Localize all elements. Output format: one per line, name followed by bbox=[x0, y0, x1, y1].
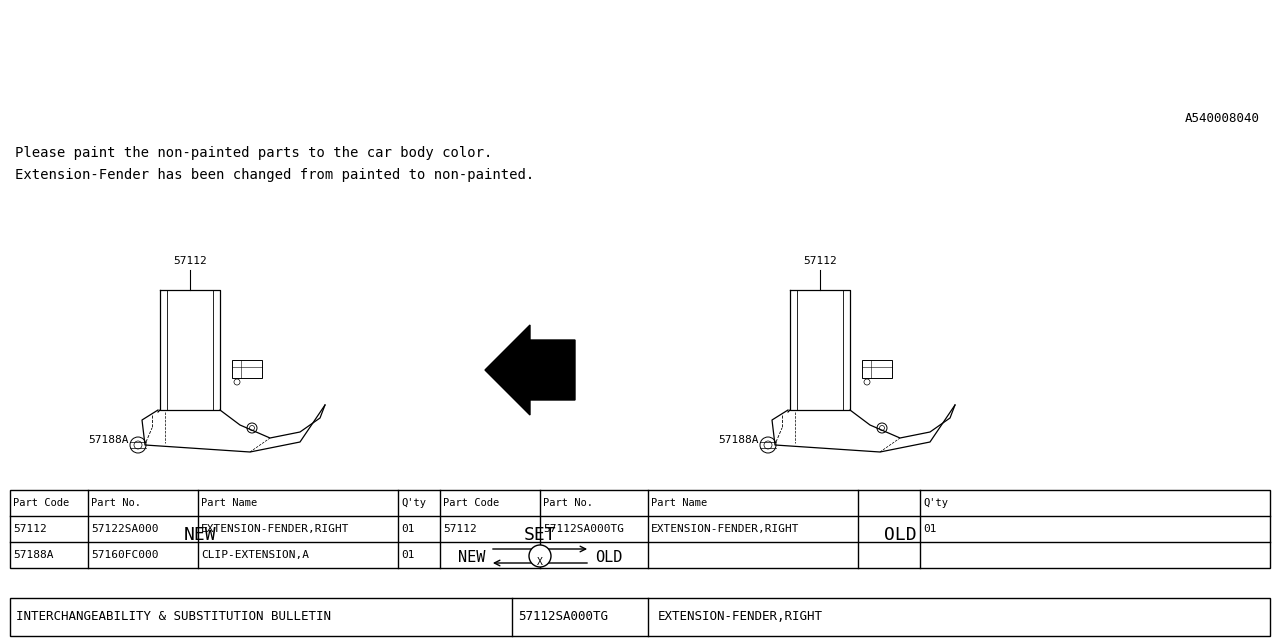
Circle shape bbox=[247, 423, 257, 433]
Text: EXTENSION-FENDER,RIGHT: EXTENSION-FENDER,RIGHT bbox=[201, 524, 349, 534]
Text: INTERCHANGEABILITY & SUBSTITUTION BULLETIN: INTERCHANGEABILITY & SUBSTITUTION BULLET… bbox=[15, 611, 332, 623]
Text: Part Name: Part Name bbox=[652, 498, 708, 508]
Text: EXTENSION-FENDER,RIGHT: EXTENSION-FENDER,RIGHT bbox=[652, 524, 800, 534]
Text: 57188A: 57188A bbox=[88, 435, 128, 445]
Text: Part No.: Part No. bbox=[543, 498, 593, 508]
Bar bbox=[861, 360, 892, 378]
Circle shape bbox=[879, 426, 884, 431]
Text: CLIP-EXTENSION,A: CLIP-EXTENSION,A bbox=[201, 550, 308, 560]
Circle shape bbox=[529, 545, 550, 567]
Text: 57122SA000: 57122SA000 bbox=[91, 524, 159, 534]
Circle shape bbox=[234, 379, 241, 385]
Text: 57112: 57112 bbox=[443, 524, 476, 534]
Text: Please paint the non-painted parts to the car body color.: Please paint the non-painted parts to th… bbox=[15, 146, 493, 160]
Circle shape bbox=[134, 441, 142, 449]
Circle shape bbox=[760, 437, 776, 453]
Text: 57112SA000TG: 57112SA000TG bbox=[518, 611, 608, 623]
Text: 01: 01 bbox=[401, 524, 415, 534]
Bar bbox=[10, 490, 1270, 568]
Text: Part Code: Part Code bbox=[13, 498, 69, 508]
Circle shape bbox=[131, 437, 146, 453]
Text: 57112: 57112 bbox=[13, 524, 47, 534]
Text: 57188A: 57188A bbox=[718, 435, 759, 445]
Text: X: X bbox=[538, 557, 543, 567]
Text: 57188A: 57188A bbox=[13, 550, 54, 560]
Text: SET: SET bbox=[524, 526, 557, 544]
Text: 01: 01 bbox=[923, 524, 937, 534]
Text: 57112: 57112 bbox=[173, 256, 207, 266]
Text: NEW: NEW bbox=[184, 526, 216, 544]
Text: Part No.: Part No. bbox=[91, 498, 141, 508]
Text: OLD: OLD bbox=[883, 526, 916, 544]
Text: Extension-Fender has been changed from painted to non-painted.: Extension-Fender has been changed from p… bbox=[15, 168, 534, 182]
Text: EXTENSION-FENDER,RIGHT: EXTENSION-FENDER,RIGHT bbox=[658, 611, 823, 623]
Text: Q'ty: Q'ty bbox=[923, 498, 948, 508]
Circle shape bbox=[250, 426, 255, 431]
Text: 57160FC000: 57160FC000 bbox=[91, 550, 159, 560]
Text: 57112: 57112 bbox=[803, 256, 837, 266]
Text: Q'ty: Q'ty bbox=[401, 498, 426, 508]
Text: Part Name: Part Name bbox=[201, 498, 257, 508]
Text: Part Code: Part Code bbox=[443, 498, 499, 508]
Text: NEW: NEW bbox=[458, 550, 485, 564]
Circle shape bbox=[764, 441, 772, 449]
Text: 57112SA000TG: 57112SA000TG bbox=[543, 524, 625, 534]
Circle shape bbox=[877, 423, 887, 433]
Bar bbox=[232, 360, 262, 378]
Text: OLD: OLD bbox=[595, 550, 622, 564]
Text: 01: 01 bbox=[401, 550, 415, 560]
Polygon shape bbox=[485, 325, 575, 415]
Bar bbox=[10, 598, 1270, 636]
Text: A540008040: A540008040 bbox=[1185, 111, 1260, 125]
Circle shape bbox=[864, 379, 870, 385]
